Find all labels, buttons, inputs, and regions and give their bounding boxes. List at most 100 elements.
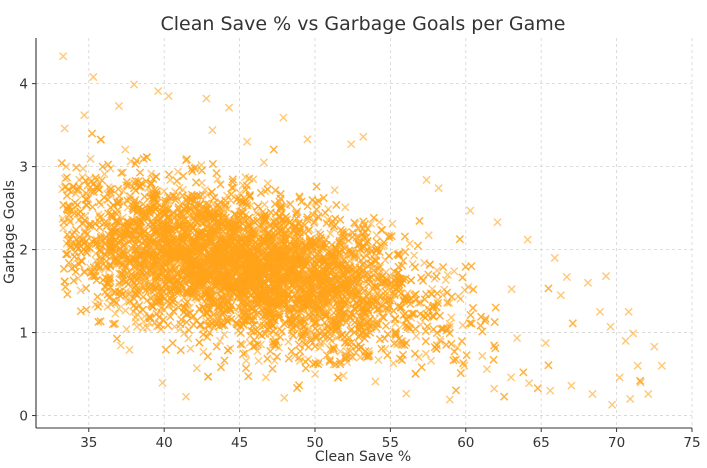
scatter-point xyxy=(284,337,293,346)
scatter-point xyxy=(143,323,152,332)
scatter-point xyxy=(412,332,421,341)
scatter-point xyxy=(307,266,316,276)
scatter-point xyxy=(71,189,80,198)
scatter-point xyxy=(80,228,89,237)
scatter-point xyxy=(119,168,128,177)
scatter-point xyxy=(242,356,251,365)
scatter-point xyxy=(114,184,123,194)
scatter-point xyxy=(336,347,345,356)
scatter-point xyxy=(122,325,131,334)
scatter-point xyxy=(260,200,269,209)
scatter-point xyxy=(161,345,170,354)
scatter-point xyxy=(381,344,390,353)
scatter-point xyxy=(295,192,304,201)
scatter-point xyxy=(371,377,380,386)
scatter-point xyxy=(75,175,84,184)
scatter-point xyxy=(82,305,91,314)
scatter-point xyxy=(280,393,289,402)
scatter-point xyxy=(443,298,452,307)
scatter-point xyxy=(270,356,279,365)
scatter-point xyxy=(269,145,278,154)
scatter-point xyxy=(179,171,188,181)
scatter-point xyxy=(410,251,419,260)
scatter-point xyxy=(294,340,303,349)
scatter-point xyxy=(383,351,392,360)
scatter-point xyxy=(445,298,454,308)
scatter-point xyxy=(263,179,272,188)
scatter-point xyxy=(214,201,223,210)
scatter-point xyxy=(372,237,381,246)
scatter-point xyxy=(159,187,169,196)
scatter-point xyxy=(453,343,462,352)
scatter-point xyxy=(192,364,201,373)
scatter-point xyxy=(254,356,263,366)
scatter-point xyxy=(441,275,450,285)
scatter-point xyxy=(443,270,452,279)
scatter-point xyxy=(111,309,120,318)
scatter-point xyxy=(481,314,490,323)
scatter-point xyxy=(445,395,454,404)
scatter-point xyxy=(79,164,88,173)
scatter-point xyxy=(420,295,429,304)
scatter-point xyxy=(103,218,112,228)
scatter-point xyxy=(399,256,408,265)
scatter-point xyxy=(478,351,487,360)
scatter-point xyxy=(114,269,124,278)
scatter-point xyxy=(330,270,340,279)
scatter-point xyxy=(129,307,138,316)
scatter-point xyxy=(447,313,456,322)
scatter-point xyxy=(420,258,429,267)
scatter-point xyxy=(458,273,467,282)
scatter-point xyxy=(103,302,112,311)
scatter-point xyxy=(59,218,68,227)
scatter-point xyxy=(116,341,125,350)
scatter-point xyxy=(544,361,553,370)
scatter-point xyxy=(74,274,83,283)
scatter-point xyxy=(301,340,310,349)
scatter-point xyxy=(393,339,402,349)
scatter-point xyxy=(457,337,466,346)
scatter-point xyxy=(106,185,116,194)
scatter-point xyxy=(171,196,180,205)
scatter-point xyxy=(131,317,140,327)
scatter-point xyxy=(373,264,382,273)
scatter-point xyxy=(70,209,79,218)
scatter-point xyxy=(108,288,117,297)
scatter-point xyxy=(432,272,441,281)
scatter-point xyxy=(256,340,266,349)
scatter-point xyxy=(259,158,269,167)
grid xyxy=(36,38,693,428)
scatter-point xyxy=(100,169,109,179)
scatter-point xyxy=(202,216,211,225)
scatter-point xyxy=(568,319,577,328)
scatter-point xyxy=(121,145,130,154)
scatter-point xyxy=(94,260,103,270)
scatter-point xyxy=(242,181,252,190)
scatter-point xyxy=(326,229,335,238)
scatter-point xyxy=(223,204,232,213)
scatter-point xyxy=(388,219,397,228)
scatter-point xyxy=(249,342,258,351)
scatter-point xyxy=(458,321,467,330)
scatter-point xyxy=(76,307,85,316)
scatter-point xyxy=(205,328,214,337)
scatter-point xyxy=(468,304,477,313)
scatter-point xyxy=(83,229,92,239)
scatter-point xyxy=(124,290,133,299)
scatter-point xyxy=(390,290,399,300)
scatter-point xyxy=(445,319,454,328)
scatter-point xyxy=(310,369,320,379)
scatter-point xyxy=(121,306,130,315)
scatter-point xyxy=(405,239,414,248)
scatter-point xyxy=(397,261,407,270)
scatter-point xyxy=(366,219,375,228)
scatter-point xyxy=(410,349,420,358)
scatter-point xyxy=(339,371,348,380)
scatter-point xyxy=(490,317,499,327)
scatter-point xyxy=(160,306,169,315)
scatter-point xyxy=(336,225,345,235)
scatter-point xyxy=(374,355,383,365)
scatter-point xyxy=(196,192,205,201)
scatter-point xyxy=(385,231,394,240)
